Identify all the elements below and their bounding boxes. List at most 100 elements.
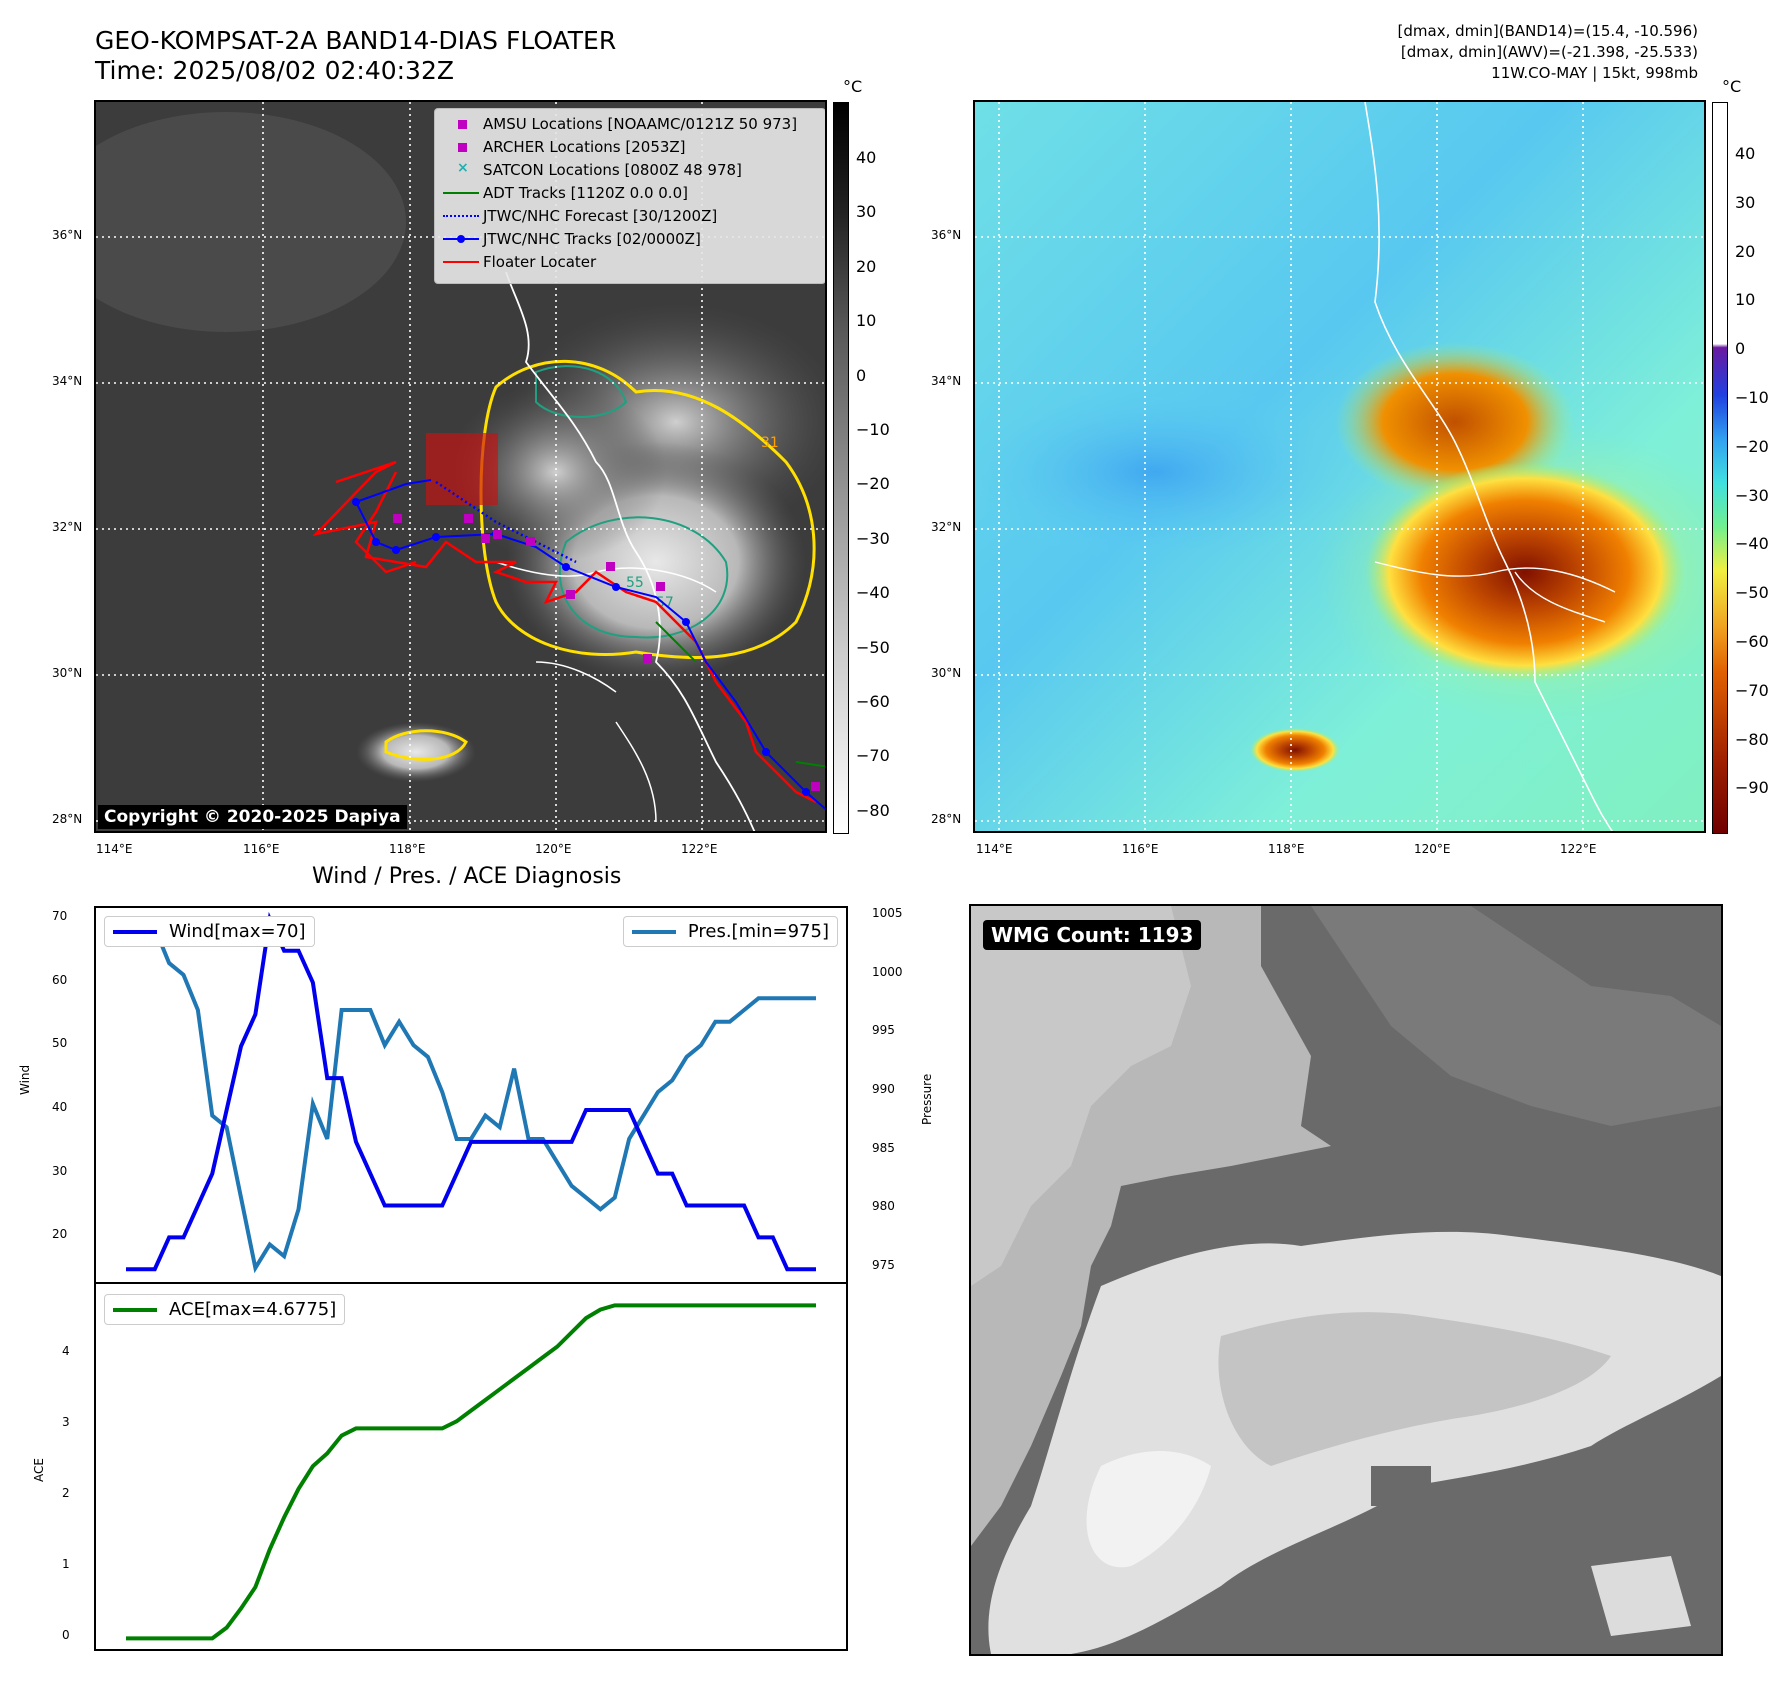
ace-legend-label: ACE[max=4.6775] — [169, 1299, 337, 1320]
ir-colorbar-tick: 40 — [856, 148, 877, 167]
copyright-label: Copyright © 2020-2025 Dapiya — [98, 805, 407, 829]
wind-pres-plot: Wind[max=70] Pres.[min=975] — [94, 906, 848, 1284]
color-colorbar-tick: −90 — [1735, 778, 1769, 798]
legend-label-adt: ADT Tracks [1120Z 0.0 0.0] — [483, 184, 688, 202]
color-map-lon-label: 116°E — [1122, 842, 1159, 856]
color-map-graphics — [975, 102, 1704, 831]
ir-colorbar-tick: −70 — [856, 746, 890, 766]
pres-legend: Pres.[min=975] — [622, 916, 838, 947]
wind-legend-swatch — [113, 929, 157, 934]
pres-legend-swatch — [631, 929, 676, 934]
ir-map-lon-label: 120°E — [535, 842, 572, 856]
wind-axis-label: Wind — [18, 1064, 32, 1095]
diagnosis-title: Wind / Pres. / ACE Diagnosis — [312, 864, 622, 889]
ace-tick: 0 — [62, 1628, 70, 1643]
color-map-lat-label: 32°N — [931, 520, 962, 534]
ir-colorbar-tick: 0 — [856, 365, 867, 385]
color-map-lon-label: 118°E — [1268, 842, 1305, 856]
figure-title-line2: Time: 2025/08/02 02:40:32Z — [95, 56, 454, 85]
ir-colorbar-tick: 10 — [856, 311, 877, 331]
ace-legend-swatch — [113, 1307, 157, 1312]
color-map-lat-label: 30°N — [931, 666, 962, 680]
wmg-graphics — [971, 906, 1721, 1654]
legend-label-satcon: SATCON Locations [0800Z 48 978] — [483, 161, 742, 179]
info-line1: [dmax, dmin](BAND14)=(15.4, -10.596) — [1397, 22, 1698, 40]
color-colorbar — [1712, 102, 1728, 834]
ir-colorbar-tick: −30 — [856, 528, 890, 548]
color-colorbar-tick: 0 — [1735, 339, 1746, 359]
info-line3: 11W.CO-MAY | 15kt, 998mb — [1491, 64, 1698, 82]
ir-map-lon-label: 118°E — [389, 842, 426, 856]
color-colorbar-tick: 20 — [1735, 241, 1756, 261]
pressure-tick: 980 — [872, 1199, 895, 1214]
color-colorbar-tick: −20 — [1735, 436, 1769, 456]
ir-map-lat-label: 32°N — [52, 520, 83, 534]
color-colorbar-tick: −80 — [1735, 729, 1769, 749]
ir-map-lon-label: 114°E — [96, 842, 133, 856]
ir-map-lon-label: 116°E — [243, 842, 280, 856]
ir-colorbar — [833, 102, 849, 834]
wind-tick: 50 — [52, 1036, 68, 1051]
ace-legend: ACE[max=4.6775] — [104, 1294, 346, 1325]
color-colorbar-tick: −50 — [1735, 583, 1769, 603]
legend-item-amsu: AMSU Locations [NOAAMC/0121Z 50 973] — [435, 113, 797, 135]
ace-svg — [126, 1303, 816, 1641]
ace-axis-label: ACE — [32, 1458, 46, 1482]
ace-line — [126, 1303, 816, 1641]
pres-legend-label: Pres.[min=975] — [687, 921, 829, 942]
ir-colorbar-tick: −50 — [856, 637, 890, 657]
wind-tick: 60 — [52, 972, 68, 987]
legend-item-satcon: × SATCON Locations [0800Z 48 978] — [457, 160, 742, 179]
ir-map-panel: 31 55 57 — [94, 100, 827, 833]
wmg-panel: WMG Count: 1193 — [969, 904, 1723, 1656]
legend-label-amsu: AMSU Locations [NOAAMC/0121Z 50 973] — [483, 115, 798, 133]
pressure-tick: 1005 — [872, 906, 903, 921]
legend-item-forecast: JTWC/NHC Forecast [30/1200Z] — [435, 205, 717, 227]
color-map-lat-label: 34°N — [931, 374, 962, 388]
legend-item-tracks: JTWC/NHC Tracks [02/0000Z] — [435, 228, 701, 250]
wind-tick: 30 — [52, 1163, 68, 1178]
wmg-count-badge: WMG Count: 1193 — [983, 920, 1202, 950]
wind-pres-svg — [126, 911, 816, 1274]
ir-map-lon-label: 122°E — [681, 842, 718, 856]
ir-colorbar-tick: −10 — [856, 420, 890, 439]
color-colorbar-tick: −30 — [1735, 485, 1769, 505]
color-colorbar-tick: 10 — [1735, 290, 1756, 310]
ir-colorbar-tick: −20 — [856, 474, 890, 494]
ace-tick: 2 — [62, 1486, 70, 1501]
ir-colorbar-tick: 30 — [856, 202, 877, 222]
figure-title-line1: GEO-KOMPSAT-2A BAND14-DIAS FLOATER — [95, 26, 617, 55]
ir-map-lat-label: 28°N — [52, 812, 83, 826]
wind-tick: 40 — [52, 1099, 68, 1114]
color-map-lon-label: 114°E — [976, 842, 1013, 856]
color-colorbar-tick: −60 — [1735, 632, 1769, 651]
legend-label-floater: Floater Locater — [483, 253, 597, 271]
ir-colorbar-tick: −60 — [856, 692, 890, 711]
color-map-lat-label: 36°N — [931, 228, 962, 242]
color-colorbar-tick: 40 — [1735, 144, 1756, 163]
info-line2: [dmax, dmin](AWV)=(-21.398, -25.533) — [1400, 43, 1698, 61]
ir-colorbar-tick: −40 — [856, 583, 890, 603]
color-map-lat-label: 28°N — [931, 812, 962, 826]
color-map-lon-label: 120°E — [1414, 842, 1451, 856]
ir-map-lat-label: 34°N — [52, 374, 83, 388]
color-colorbar-tick: −70 — [1735, 680, 1769, 700]
ace-plot: ACE[max=4.6775] — [94, 1282, 848, 1651]
ir-colorbar-tick: −80 — [856, 800, 890, 820]
wind-tick: 70 — [52, 908, 68, 923]
legend-label-tracks: JTWC/NHC Tracks [02/0000Z] — [483, 230, 701, 248]
ace-tick: 3 — [62, 1414, 70, 1429]
color-colorbar-unit: °C — [1722, 77, 1742, 96]
contour-label-31: 31 — [761, 435, 779, 451]
pressure-tick: 990 — [872, 1082, 895, 1097]
color-colorbar-tick: −10 — [1735, 388, 1769, 407]
color-map-lon-label: 122°E — [1560, 842, 1597, 856]
pressure-axis-label: Pressure — [920, 1073, 934, 1125]
wind-legend-label: Wind[max=70] — [169, 921, 306, 942]
ace-tick: 1 — [62, 1557, 70, 1572]
wind-line — [126, 911, 816, 1272]
ir-colorbar-tick: 20 — [856, 256, 877, 276]
legend-item-floater: Floater Locater — [435, 251, 596, 273]
wind-tick: 20 — [52, 1227, 68, 1242]
color-colorbar-tick: −40 — [1735, 534, 1769, 554]
